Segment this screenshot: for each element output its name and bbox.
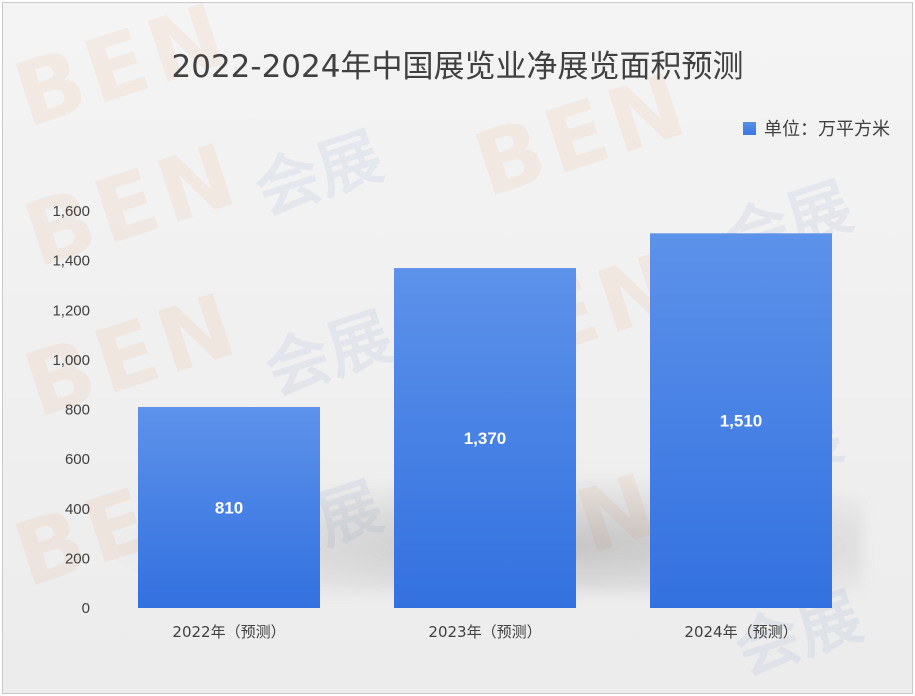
bar [650, 233, 832, 609]
y-tick-label: 1,600 [52, 203, 90, 220]
legend-label: 单位：万平方米 [764, 119, 890, 140]
bars: 810 1,370 1,510 [138, 233, 832, 609]
y-axis: 0 200 400 600 800 1,000 1,200 1,400 1,600 [52, 203, 90, 617]
y-tick-label: 200 [65, 550, 90, 567]
y-tick-label: 800 [65, 402, 90, 419]
y-tick-label: 1,400 [52, 253, 90, 270]
legend: 单位：万平方米 [743, 115, 890, 141]
x-category-label: 2022年（预测） [172, 623, 285, 641]
bar [138, 407, 320, 608]
bar-data-label: 1,510 [720, 412, 763, 431]
y-tick-label: 1,200 [52, 302, 90, 319]
chart-title: 2022-2024年中国展览业净展览面积预测 [171, 49, 744, 85]
bar-data-label: 1,370 [464, 429, 507, 448]
y-tick-label: 400 [65, 501, 90, 518]
y-tick-label: 0 [82, 600, 90, 617]
x-axis: 2022年（预测） 2023年（预测） 2024年（预测） [172, 623, 797, 641]
x-category-label: 2024年（预测） [684, 623, 797, 641]
x-category-label: 2023年（预测） [428, 623, 541, 641]
bar [394, 268, 576, 608]
bar-data-label: 810 [215, 499, 243, 518]
y-tick-label: 600 [65, 451, 90, 468]
legend-swatch [743, 121, 756, 135]
y-tick-label: 1,000 [52, 352, 90, 369]
